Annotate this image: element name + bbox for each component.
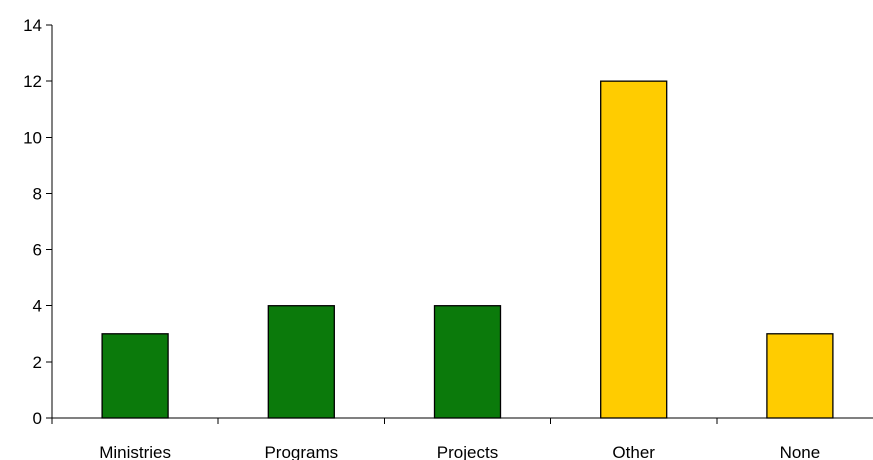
bar-projects [433,305,502,419]
bars-group [101,80,834,419]
y-tick-label: 14 [23,16,42,35]
y-tick-label: 0 [33,409,42,428]
x-tick-label: None [780,443,821,460]
x-axis: Ministries Programs Projects Other None [51,417,873,460]
y-tick-label: 12 [23,72,42,91]
y-tick-label: 2 [33,353,42,372]
x-tick-label: Ministries [99,443,171,460]
bar-programs [267,305,335,419]
y-axis: 0 2 4 6 8 10 12 14 [23,16,53,428]
x-tick-label: Projects [437,443,498,460]
bar-ministries [101,333,169,419]
x-tick-label: Programs [264,443,338,460]
bar-none [766,333,834,419]
y-tick-label: 10 [23,128,42,147]
bar-other [600,80,668,419]
y-tick-label: 6 [33,241,42,260]
x-tick-label: Other [612,443,655,460]
y-tick-label: 8 [33,184,42,203]
y-tick-label: 4 [33,297,42,316]
